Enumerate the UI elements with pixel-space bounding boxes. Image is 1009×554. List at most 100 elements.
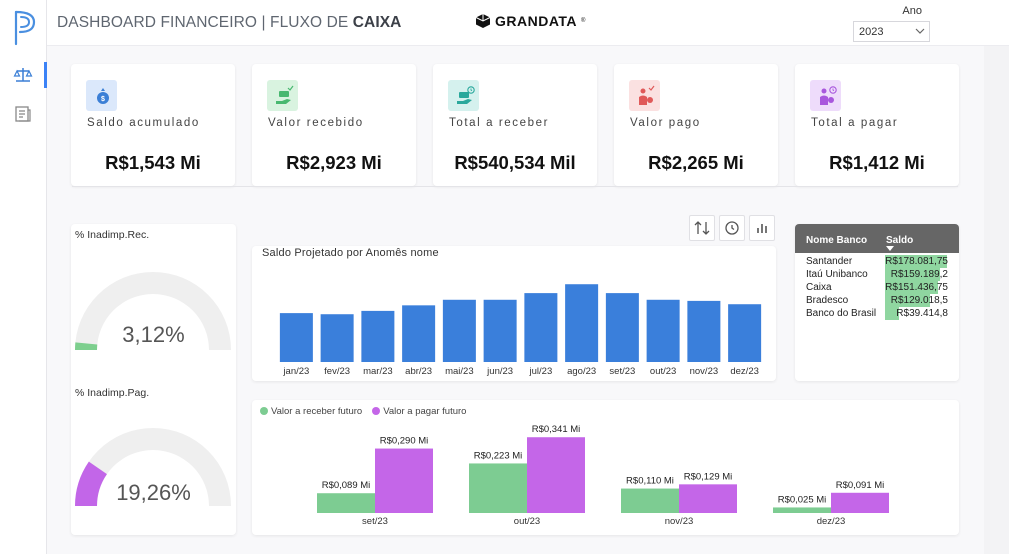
bar-abr/23[interactable]: [402, 305, 436, 362]
bar-jul/23[interactable]: [524, 293, 558, 362]
sort-desc-icon: [886, 246, 894, 251]
bar-fev/23[interactable]: [320, 314, 354, 362]
x-tick-label: set/23: [362, 516, 388, 527]
scale-icon[interactable]: [13, 65, 33, 85]
table-row[interactable]: Santander R$178.081,75: [795, 255, 959, 268]
bar-mar/23[interactable]: [361, 310, 395, 362]
sort-button[interactable]: [689, 215, 715, 241]
bar-dez/23-pay[interactable]: [831, 492, 889, 513]
clock-icon: [725, 221, 739, 235]
kpi-label: Total a pagar: [811, 117, 899, 129]
kpi-card-1[interactable]: Valor recebido R$2,923 Mi: [252, 64, 416, 186]
balance-data-bar: [885, 255, 947, 268]
gauge-title-payable: % Inadimp.Pag.: [75, 387, 150, 399]
bank-balance-cell: R$39.414,8: [896, 308, 948, 319]
chart-legend: Valor a receber futuro Valor a pagar fut…: [260, 406, 466, 417]
kpi-card-3[interactable]: Valor pago R$2,265 Mi: [614, 64, 778, 186]
app-logo-icon: [14, 10, 36, 46]
projected-balance-chart[interactable]: jan/23 fev/23 mar/23 abr/23 mai/23 jun/23 jul/…: [252, 246, 776, 381]
x-tick-label: jul/23: [529, 366, 553, 377]
kpi-card-4[interactable]: Total a pagar R$1,412 Mi: [795, 64, 959, 186]
table-header: Nome Banco Saldo: [795, 224, 959, 253]
data-label: R$0,341 Mi: [532, 424, 581, 435]
projected-balance-card: Saldo Projetado por Anomês nome jan/23 fe…: [252, 246, 776, 381]
gauge-fill-1: [75, 461, 107, 506]
bar-dez/23[interactable]: [728, 304, 762, 362]
col-header-balance[interactable]: Saldo: [886, 235, 914, 246]
nav-active-indicator: [44, 62, 47, 88]
history-button[interactable]: [719, 215, 745, 241]
bank-balance-cell: R$159.189,2: [890, 269, 948, 280]
bank-name-cell: Itaú Unibanco: [806, 269, 868, 280]
x-tick-label: abr/23: [405, 366, 432, 377]
bar-dez/23-receive[interactable]: [773, 507, 831, 513]
gauge-track: [75, 272, 231, 350]
bank-name-cell: Santander: [806, 256, 853, 267]
bar-chart-icon: [757, 224, 767, 233]
gauge-payable[interactable]: [71, 420, 236, 510]
bar-out/23-pay[interactable]: [527, 437, 585, 513]
balance-data-bar: [885, 281, 938, 294]
kpi-card-2[interactable]: Total a receber R$540,534 Mil: [433, 64, 597, 186]
bar-nov/23[interactable]: [687, 300, 721, 362]
x-tick-label: set/23: [609, 366, 635, 377]
x-tick-label: out/23: [514, 516, 540, 527]
bar-out/23[interactable]: [646, 299, 680, 362]
hand-money-clock-icon: [448, 80, 479, 111]
sort-arrows-icon: [694, 221, 710, 235]
bar-set/23-receive[interactable]: [317, 493, 375, 513]
balance-data-bar: [885, 268, 941, 281]
page-title: DASHBOARD FINANCEIRO | FLUXO DE CAIXA: [57, 14, 402, 31]
gauge-receivable[interactable]: [71, 264, 236, 354]
kpi-label: Total a receber: [449, 117, 550, 129]
legend-item-pay[interactable]: Valor a pagar futuro: [372, 406, 466, 417]
chart-type-button[interactable]: [749, 215, 775, 241]
cube-icon: [475, 14, 491, 28]
kpi-card-0[interactable]: $ Saldo acumulado R$1,543 Mi: [71, 64, 235, 186]
legend-item-receive[interactable]: Valor a receber futuro: [260, 406, 362, 417]
x-tick-label: nov/23: [690, 366, 719, 377]
data-label: R$0,025 Mi: [778, 494, 827, 505]
col-header-bank[interactable]: Nome Banco: [806, 235, 868, 246]
table-row[interactable]: Bradesco R$129.018,5: [795, 294, 959, 307]
person-money-check-icon: [629, 80, 660, 111]
year-dropdown-value: 2023: [859, 26, 884, 38]
gauge-value-payable: 19,26%: [116, 480, 191, 505]
gauge-fill-0: [75, 342, 98, 350]
gauge-title-receivable: % Inadimp.Rec.: [75, 229, 150, 241]
bar-jan/23[interactable]: [279, 313, 313, 362]
x-tick-label: mai/23: [445, 366, 474, 377]
bar-mai/23[interactable]: [442, 299, 476, 362]
future-flows-chart[interactable]: R$0,089 Mi R$0,290 Mi set/23 R$0,223 Mi R$0,…: [252, 400, 959, 535]
bar-ago/23[interactable]: [565, 284, 599, 362]
report-icon[interactable]: [13, 104, 33, 124]
bar-nov/23-pay[interactable]: [679, 484, 737, 513]
bar-set/23-pay[interactable]: [375, 448, 433, 513]
x-tick-label: nov/23: [665, 516, 694, 527]
projected-balance-title: Saldo Projetado por Anomês nome: [262, 247, 439, 259]
table-row[interactable]: Banco do Brasil R$39.414,8: [795, 307, 959, 320]
left-nav-rail: [0, 0, 47, 554]
kpi-label: Valor pago: [630, 117, 701, 129]
bank-name-cell: Caixa: [806, 282, 832, 293]
kpi-value: R$2,923 Mi: [286, 152, 382, 173]
bank-balance-table: Nome Banco Saldo Santander R$178.081,75 It…: [795, 224, 959, 381]
bar-nov/23-receive[interactable]: [621, 488, 679, 513]
x-tick-label: ago/23: [567, 366, 596, 377]
bar-set/23[interactable]: [605, 293, 639, 362]
table-row[interactable]: Caixa R$151.436,75: [795, 281, 959, 294]
bar-jun/23[interactable]: [483, 299, 517, 362]
x-tick-label: dez/23: [817, 516, 846, 527]
kpi-value: R$1,412 Mi: [829, 152, 925, 173]
brand-logo: GRANDATA ®: [475, 13, 586, 29]
year-dropdown[interactable]: 2023: [853, 21, 930, 42]
section-divider: [72, 186, 958, 187]
chevron-down-icon: [915, 28, 925, 34]
bar-out/23-receive[interactable]: [469, 463, 527, 513]
legend-marker-receive: [260, 407, 268, 415]
x-tick-label: fev/23: [324, 366, 350, 377]
table-row[interactable]: Itaú Unibanco R$159.189,2: [795, 268, 959, 281]
x-tick-label: jan/23: [282, 366, 309, 377]
header-bar: DASHBOARD FINANCEIRO | FLUXO DE CAIXA GR…: [47, 0, 1009, 46]
year-filter-label: Ano: [902, 5, 922, 17]
